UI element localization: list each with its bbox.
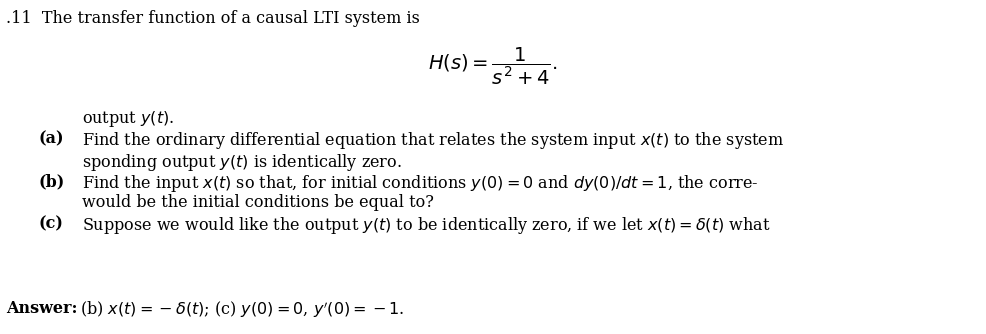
Text: (c): (c) [38,215,63,232]
Text: (b): (b) [38,173,64,190]
Text: Suppose we would like the output $y(t)$ to be identically zero, if we let $x(t)=: Suppose we would like the output $y(t)$ … [82,215,771,236]
Text: .11  The transfer function of a causal LTI system is: .11 The transfer function of a causal LT… [6,10,420,27]
Text: (a): (a) [38,130,63,147]
Text: $H(s) = \dfrac{1}{s^2+4}.$: $H(s) = \dfrac{1}{s^2+4}.$ [428,45,558,87]
Text: Answer:: Answer: [6,300,78,317]
Text: sponding output $y(t)$ is identically zero.: sponding output $y(t)$ is identically ze… [82,152,402,173]
Text: output $y(t)$.: output $y(t)$. [82,109,175,129]
Text: would be the initial conditions be equal to?: would be the initial conditions be equal… [82,194,434,211]
Text: (b) $x(t)=-\delta(t)$; (c) $y(0)=0$, $y'(0)=-1$.: (b) $x(t)=-\delta(t)$; (c) $y(0)=0$, $y'… [75,300,404,320]
Text: Find the ordinary differential equation that relates the system input $x(t)$ to : Find the ordinary differential equation … [82,130,784,151]
Text: Find the input $x(t)$ so that, for initial conditions $y(0)=0$ and $dy(0)/dt=1$,: Find the input $x(t)$ so that, for initi… [82,173,758,194]
